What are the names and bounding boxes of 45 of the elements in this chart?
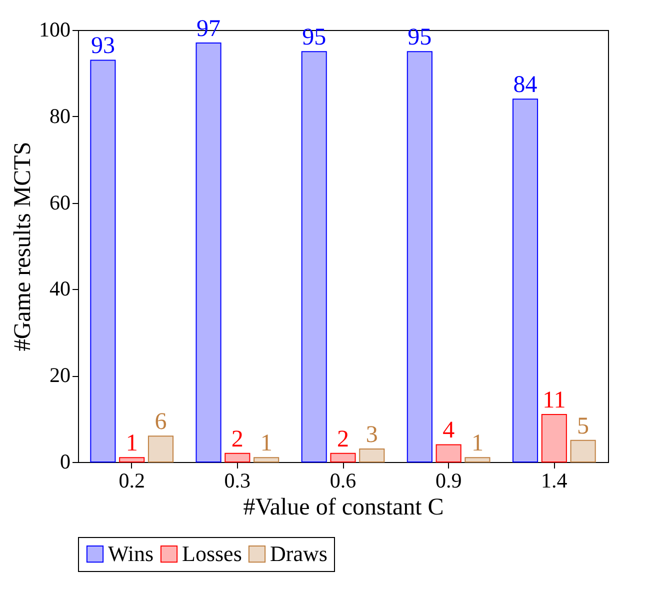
bar	[330, 452, 356, 462]
data-label: 95	[408, 24, 432, 51]
bar	[148, 436, 174, 462]
x-tick-label: 1.4	[541, 468, 568, 492]
x-tick-label: 0.2	[118, 468, 145, 492]
data-label: 93	[90, 33, 115, 60]
data-label: 84	[513, 72, 538, 98]
bar	[90, 60, 116, 462]
x-axis-title: #Value of constant C	[243, 494, 444, 520]
data-label: 4	[442, 418, 455, 444]
y-tick-label: 60	[50, 190, 70, 214]
bar	[119, 457, 145, 462]
y-tick-label: 80	[50, 104, 70, 128]
y-axis-title: #Game results MCTS	[10, 142, 36, 352]
bar	[541, 414, 567, 462]
legend-label: Draws	[270, 541, 328, 566]
bar	[359, 448, 385, 462]
data-label: 1	[126, 430, 138, 457]
bar	[464, 457, 490, 462]
x-tick-label: 0.3	[224, 468, 251, 492]
bar	[512, 98, 538, 462]
data-label: 5	[577, 413, 590, 440]
data-label: 95	[302, 24, 326, 51]
bar	[301, 51, 327, 462]
data-label: 2	[337, 426, 349, 452]
y-tick-label: 100	[39, 18, 70, 42]
data-label: 1	[260, 430, 272, 457]
y-tick-label: 20	[50, 363, 70, 388]
x-tick-label: 0.9	[435, 468, 462, 492]
x-tick-label: 0.6	[330, 468, 356, 492]
data-label: 2	[231, 426, 244, 452]
y-tick-label: 40	[50, 276, 70, 301]
bar	[406, 51, 432, 462]
legend-label: Wins	[108, 541, 154, 566]
data-label: 3	[366, 422, 378, 448]
bar	[570, 440, 596, 462]
bar	[196, 42, 222, 462]
legend-label: Losses	[182, 541, 242, 566]
bar	[436, 444, 462, 462]
bar	[254, 457, 280, 462]
data-label: 1	[471, 430, 484, 457]
bar	[224, 452, 250, 462]
y-tick-label: 0	[60, 450, 70, 474]
data-label: 6	[154, 409, 167, 436]
data-label: 11	[542, 387, 566, 414]
